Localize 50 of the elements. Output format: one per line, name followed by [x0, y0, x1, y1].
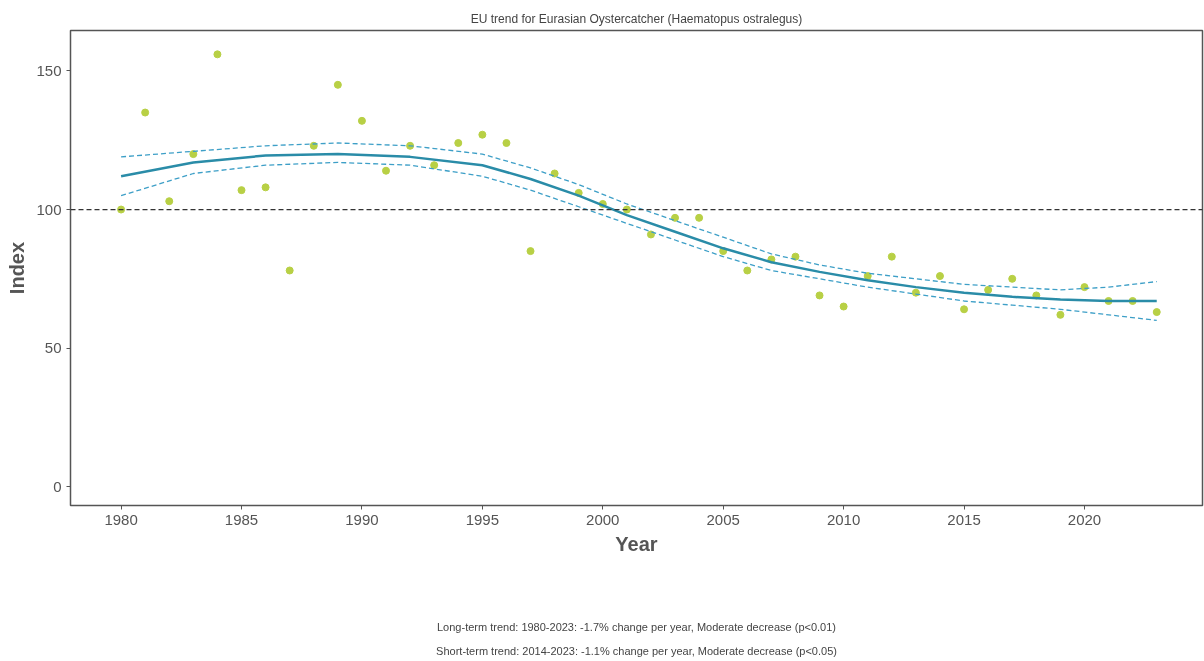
point [141, 108, 150, 117]
point [478, 130, 487, 139]
point [791, 252, 800, 261]
point [502, 139, 511, 148]
point [550, 169, 559, 178]
point [382, 166, 391, 175]
text: Short-term trend: 2014-2023: -1.1% change per year, Moderate decrease (p<0.05) [436, 644, 837, 657]
point [261, 183, 270, 192]
point [1152, 308, 1161, 317]
point [430, 161, 439, 170]
point [960, 305, 969, 314]
x-axis-title: Year [615, 532, 658, 555]
point [839, 302, 848, 311]
point [887, 252, 896, 261]
point [285, 266, 294, 275]
y-tick-label: 100 [36, 200, 62, 218]
x-tick-label: 1985 [224, 510, 259, 528]
point [333, 80, 342, 89]
point [863, 272, 872, 281]
x-tick-label: 2005 [706, 510, 740, 528]
point [1008, 274, 1017, 283]
x-tick-label: 1995 [465, 510, 500, 528]
point [189, 150, 198, 159]
point [454, 139, 463, 148]
x-tick-label: 2015 [947, 510, 981, 528]
line-series [120, 161, 1158, 322]
point [984, 285, 993, 294]
point [646, 230, 655, 239]
y-axis-title: Index [6, 241, 29, 295]
y-tick-label: 150 [36, 61, 62, 79]
x-tick-label: 2010 [826, 510, 861, 528]
x-tick-label: 2000 [586, 510, 620, 528]
point [165, 197, 174, 206]
point [357, 116, 366, 125]
point [671, 213, 680, 222]
point [695, 213, 704, 222]
x-tick-label: 1980 [104, 510, 138, 528]
text: Long-term trend: 1980-2023: -1.7% change per year, Moderate decrease (p<0.01) [437, 620, 836, 633]
point [743, 266, 752, 275]
point [815, 291, 824, 300]
x-tick-label: 1990 [345, 510, 379, 528]
point [526, 247, 535, 256]
y-tick-label: 0 [53, 477, 62, 495]
y-tick-label: 50 [44, 339, 62, 357]
point [935, 272, 944, 281]
point [1056, 310, 1065, 319]
chart-title: EU trend for Eurasian Oystercatcher (Haematopus ostralegus) [470, 11, 803, 26]
point [237, 186, 246, 195]
x-tick-label: 2020 [1067, 510, 1102, 528]
point [213, 50, 222, 59]
